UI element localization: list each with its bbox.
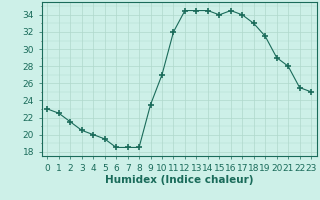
X-axis label: Humidex (Indice chaleur): Humidex (Indice chaleur) [105,175,253,185]
